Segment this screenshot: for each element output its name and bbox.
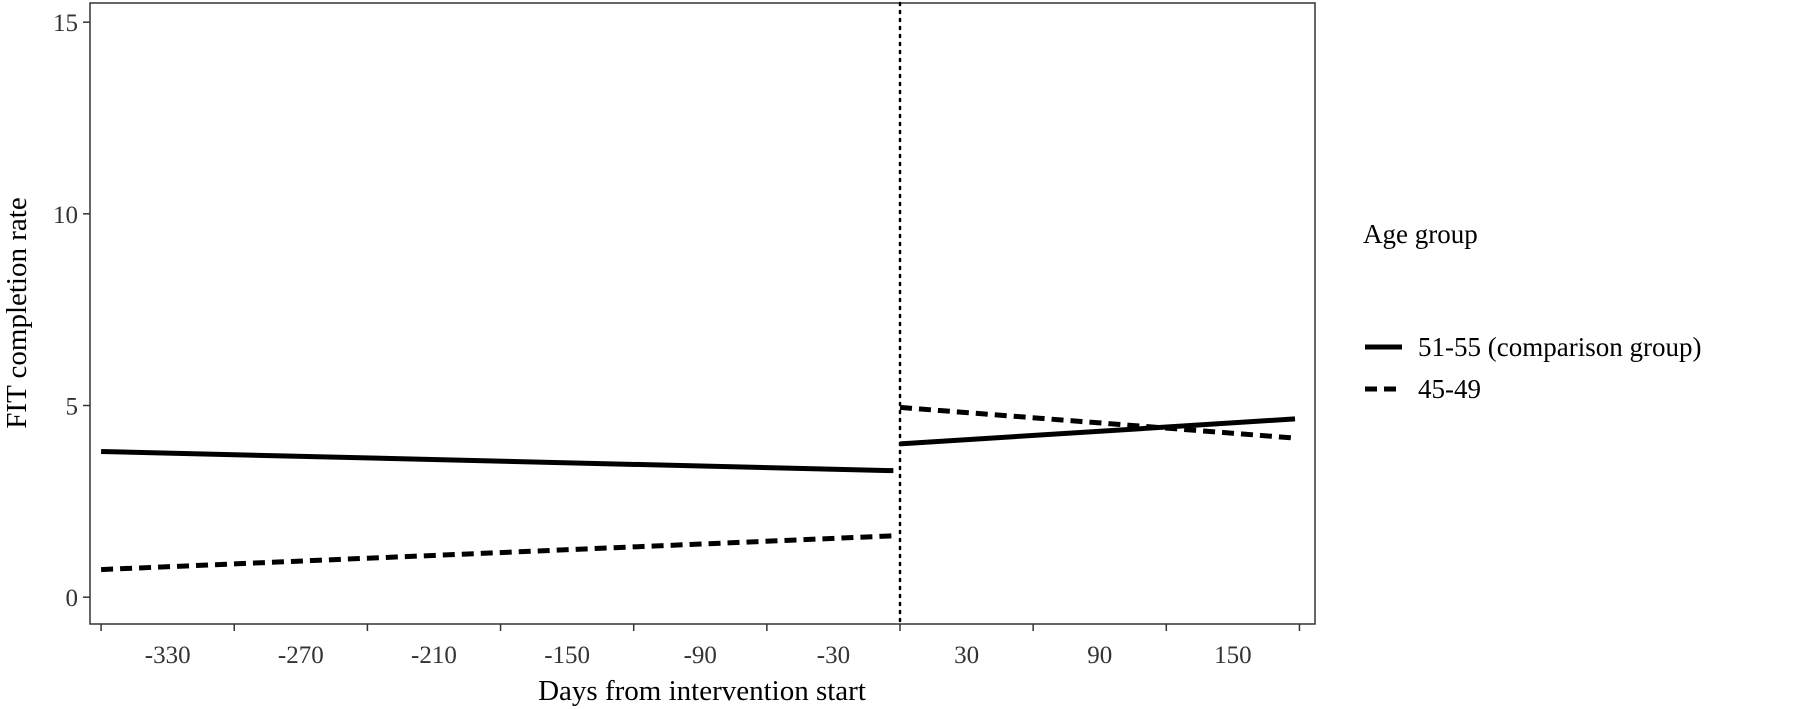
x-axis: -330 -270 -210 -150 -90 -30 30 90 150 — [100, 624, 1301, 669]
x-tick-label: -270 — [278, 642, 324, 669]
x-tick-label: -90 — [684, 642, 717, 669]
plot-panel — [89, 2, 1316, 625]
legend: Age group 51-55 (comparison group) 45-49 — [1363, 219, 1701, 404]
y-tick-label: 5 — [66, 394, 79, 421]
x-tick-label: 90 — [1087, 642, 1112, 669]
y-axis-title: FIT completion rate — [1, 197, 33, 428]
legend-label-45-49: 45-49 — [1418, 374, 1481, 404]
series-2-segment-2 — [899, 404, 1296, 441]
y-tick-label: 0 — [66, 585, 79, 612]
x-tick-label: 150 — [1214, 642, 1252, 669]
x-tick-label: -30 — [817, 642, 850, 669]
y-axis: 0 5 10 15 — [53, 10, 90, 612]
y-tick-label: 10 — [53, 202, 78, 229]
x-tick-label: -150 — [544, 642, 590, 669]
series-1-segment-2 — [899, 416, 1296, 447]
y-tick-label: 15 — [53, 10, 78, 37]
x-tick-label: 30 — [954, 642, 979, 669]
legend-label-51-55: 51-55 (comparison group) — [1418, 332, 1701, 362]
series-lines — [100, 404, 1296, 573]
x-tick-label: -210 — [411, 642, 457, 669]
series-1-segment-1 — [101, 449, 894, 474]
legend-title: Age group — [1363, 219, 1478, 249]
x-axis-title: Days from intervention start — [538, 675, 866, 707]
x-tick-label: -330 — [145, 642, 191, 669]
